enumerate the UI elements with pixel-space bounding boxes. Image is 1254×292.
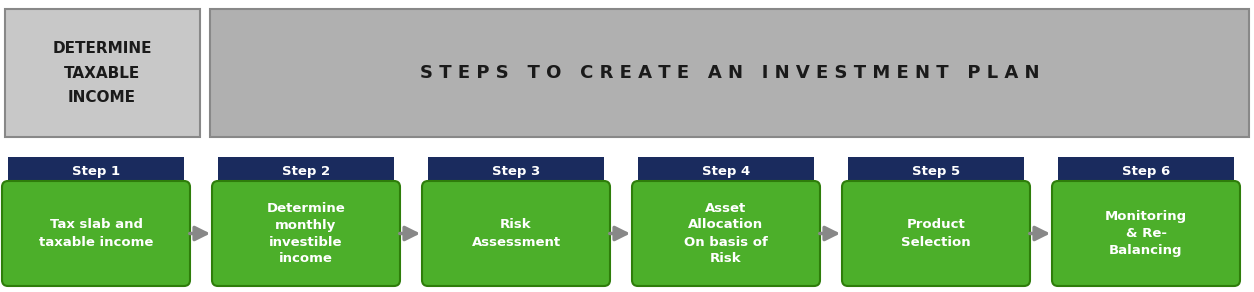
Text: Step 1: Step 1 (71, 164, 120, 178)
FancyBboxPatch shape (1052, 181, 1240, 286)
FancyBboxPatch shape (848, 157, 1025, 185)
FancyBboxPatch shape (638, 157, 814, 185)
FancyBboxPatch shape (632, 181, 820, 286)
FancyBboxPatch shape (423, 181, 609, 286)
FancyBboxPatch shape (428, 157, 604, 185)
FancyBboxPatch shape (841, 181, 1030, 286)
Text: S T E P S   T O   C R E A T E   A N   I N V E S T M E N T   P L A N: S T E P S T O C R E A T E A N I N V E S … (420, 64, 1040, 82)
FancyBboxPatch shape (8, 157, 184, 185)
Text: Tax slab and
taxable income: Tax slab and taxable income (39, 218, 153, 248)
Text: Product
Selection: Product Selection (902, 218, 971, 248)
FancyBboxPatch shape (218, 157, 394, 185)
FancyBboxPatch shape (3, 181, 191, 286)
Text: DETERMINE
TAXABLE
INCOME: DETERMINE TAXABLE INCOME (53, 41, 152, 105)
Text: Step 4: Step 4 (702, 164, 750, 178)
FancyBboxPatch shape (5, 9, 199, 137)
FancyBboxPatch shape (1058, 157, 1234, 185)
FancyBboxPatch shape (212, 181, 400, 286)
Text: Risk
Assessment: Risk Assessment (472, 218, 561, 248)
Text: Step 5: Step 5 (912, 164, 961, 178)
Text: Monitoring
& Re-
Balancing: Monitoring & Re- Balancing (1105, 210, 1188, 257)
Text: Step 6: Step 6 (1122, 164, 1170, 178)
Text: Asset
Allocation
On basis of
Risk: Asset Allocation On basis of Risk (685, 201, 767, 265)
Text: Step 3: Step 3 (492, 164, 540, 178)
Text: Step 2: Step 2 (282, 164, 330, 178)
FancyBboxPatch shape (209, 9, 1249, 137)
Text: Determine
monthly
investible
income: Determine monthly investible income (267, 201, 345, 265)
